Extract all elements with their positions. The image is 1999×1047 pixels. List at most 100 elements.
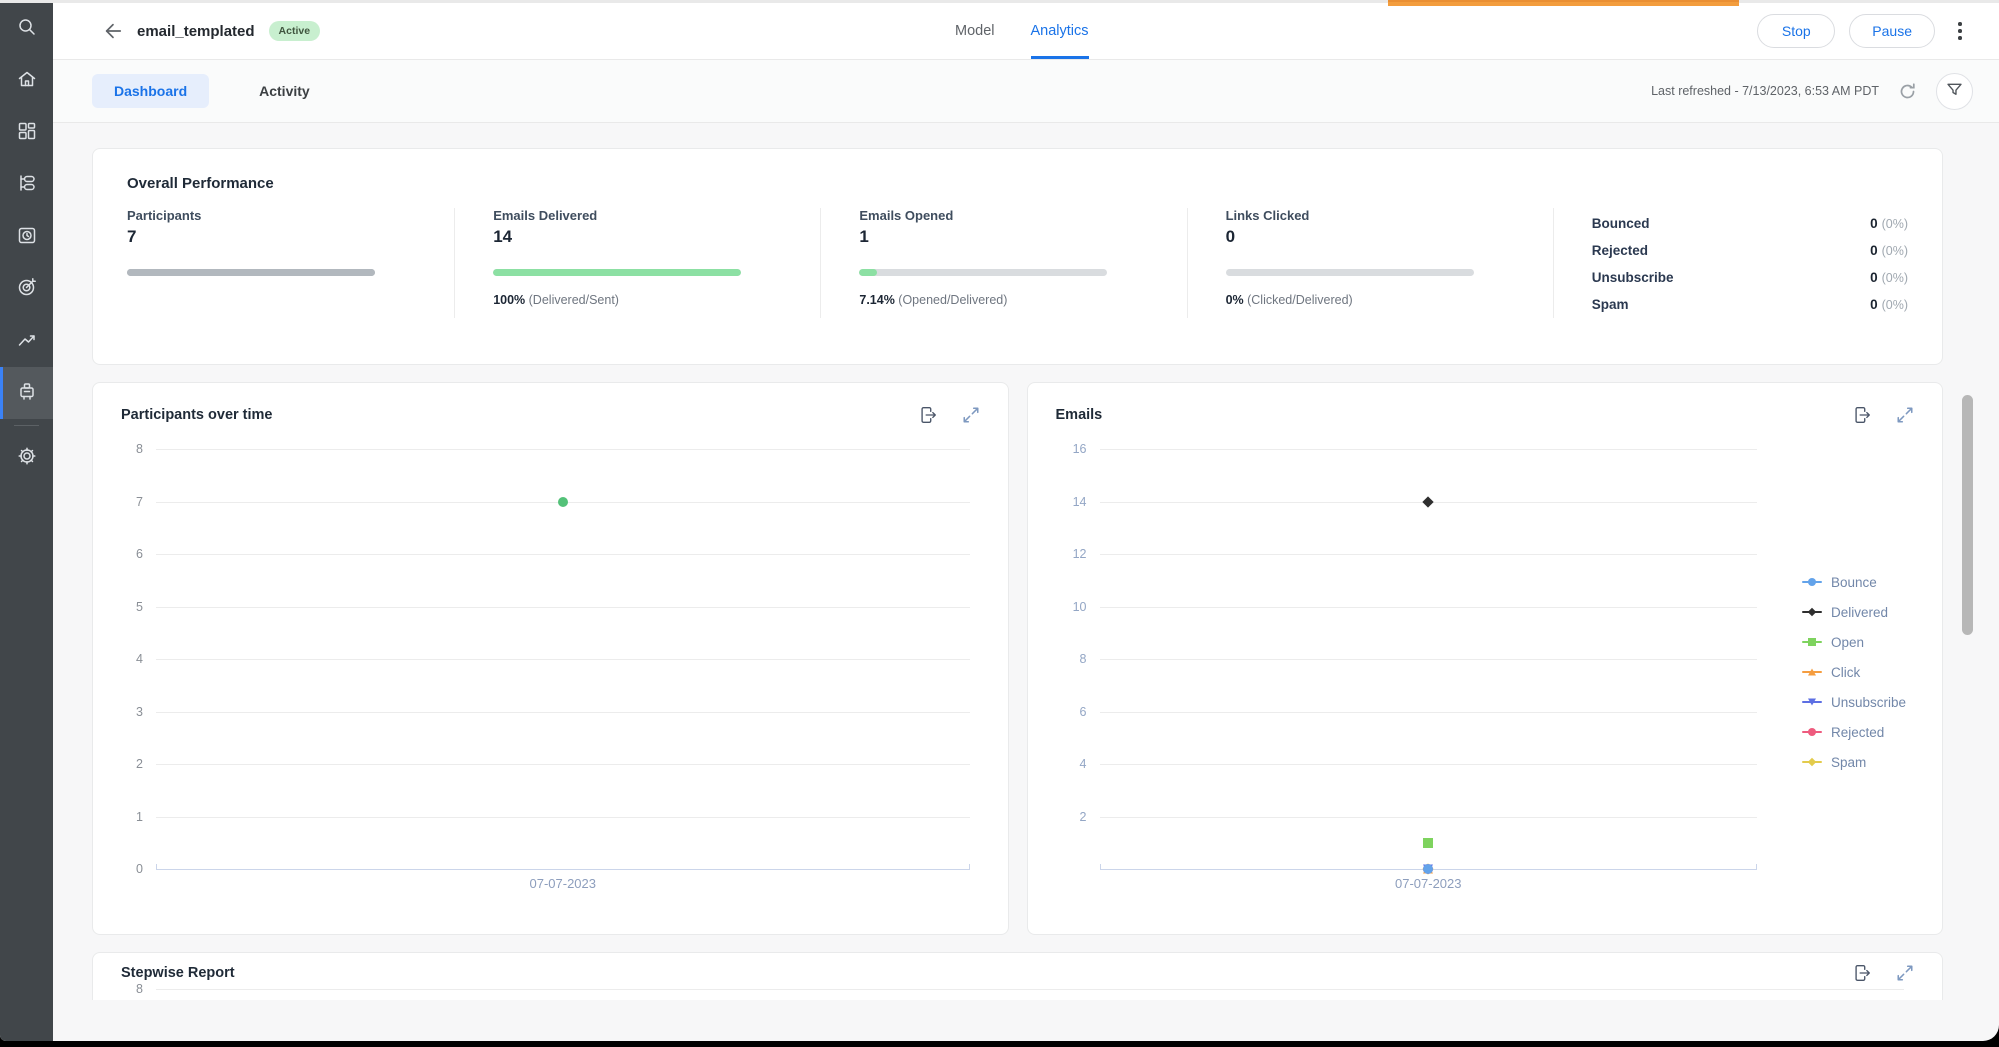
dashboard-grid-icon [16, 120, 38, 147]
y-tick-label: 2 [1079, 809, 1087, 824]
funnel-icon [1945, 80, 1964, 102]
tab-activity[interactable]: Activity [259, 83, 310, 99]
y-tick-label: 10 [1072, 599, 1087, 614]
export-icon[interactable] [1852, 963, 1872, 983]
window-top-edge [0, 0, 1999, 3]
sidebar-item-search[interactable] [0, 3, 53, 55]
dashboard-content: Overall Performance Participants 7 Email… [53, 123, 1999, 1000]
metric-label: Emails Opened [859, 208, 954, 223]
legend-item-open[interactable]: Open [1801, 627, 1906, 657]
export-icon[interactable] [1852, 405, 1872, 425]
legend-label: Rejected [1830, 724, 1885, 740]
tab-dashboard[interactable]: Dashboard [92, 74, 210, 108]
export-icon[interactable] [918, 405, 938, 425]
y-tick-label: 4 [1079, 757, 1087, 771]
expand-icon[interactable] [962, 406, 980, 424]
legend-item-delivered[interactable]: Delivered [1801, 597, 1906, 627]
trend-chart-icon [16, 328, 38, 355]
sidebar-item-schedule[interactable] [0, 211, 53, 263]
metric-caption: 0% (Clicked/Delivered) [1225, 293, 1353, 307]
y-tick-label: 8 [136, 442, 143, 456]
pause-button[interactable]: Pause [1849, 14, 1935, 48]
gridline-0 [156, 864, 970, 870]
gridline-5 [156, 606, 970, 608]
tab-analytics[interactable]: Analytics [1030, 3, 1089, 59]
gridline-6 [1099, 711, 1757, 713]
gridline-1 [156, 816, 970, 818]
refresh-icon[interactable] [1897, 81, 1918, 102]
legend-marker-rejected-icon [1801, 727, 1822, 737]
data-point-bounce [1423, 864, 1434, 874]
sidebar-item-journeys[interactable] [0, 159, 53, 211]
robot-icon [16, 380, 38, 407]
gridline-16 [1099, 449, 1757, 450]
legend-item-bounce[interactable]: Bounce [1801, 567, 1906, 597]
gridline-4 [1099, 764, 1757, 765]
sidebar-item-analytics[interactable] [0, 315, 53, 367]
model-analytics-tabs: Model Analytics [955, 3, 1089, 59]
gridline-2 [156, 764, 970, 765]
participants-plot-area: 8 7 6 5 4 3 2 1 0 07-07-2023 [136, 442, 970, 891]
legend-marker-click-icon [1801, 667, 1822, 677]
legend-item-click[interactable]: Click [1801, 657, 1906, 687]
y-tick-label: 6 [136, 547, 143, 561]
journey-flow-icon [16, 172, 38, 199]
emails-chart-card: Emails 16 14 12 10 8 6 4 2 07-07-2023 Bounce Deli… [1026, 382, 1943, 935]
sidebar-item-simulations[interactable] [0, 367, 53, 419]
chart-title: Participants over time [121, 407, 273, 423]
legend-item-spam[interactable]: Spam [1801, 747, 1906, 777]
gridline-4 [156, 659, 970, 660]
x-axis-label: 07-07-2023 [1395, 876, 1462, 891]
filter-button[interactable] [1936, 72, 1973, 110]
metric-value: 7 [127, 227, 137, 246]
kebab-menu-icon[interactable] [1949, 14, 1971, 48]
gridline-6 [156, 554, 970, 555]
data-point-open [1423, 837, 1434, 848]
y-tick-label: 3 [136, 704, 143, 719]
sidebar-item-dashboard[interactable] [0, 107, 53, 159]
gear-icon [16, 445, 38, 472]
chart-title: Stepwise Report [121, 965, 235, 981]
legend-marker-bounce-icon [1801, 577, 1822, 587]
metric-caption: 7.14% (Opened/Delivered) [859, 293, 1008, 307]
header-bar: email_templated Active Model Analytics S… [53, 3, 1999, 60]
metric-label: Emails Delivered [493, 208, 598, 223]
scrollbar-thumb[interactable] [1962, 395, 1973, 635]
progress-bar [127, 269, 375, 276]
gridline-8 [156, 989, 1904, 990]
progress-bar [859, 269, 1108, 276]
back-arrow-icon[interactable] [103, 21, 123, 41]
overall-performance-title: Overall Performance [127, 175, 274, 192]
emails-plot-area: 16 14 12 10 8 6 4 2 07-07-2023 [1073, 442, 1757, 891]
gridline-8 [156, 449, 970, 450]
participants-chart-card: Participants over time 8 7 6 5 4 3 2 1 0 07-07-20… [92, 382, 1009, 935]
metric-value: 14 [493, 227, 513, 246]
legend-item-rejected[interactable]: Rejected [1801, 717, 1906, 747]
data-point-participants [557, 496, 568, 507]
legend-marker-open-icon [1801, 637, 1822, 647]
legend-marker-unsubscribe-icon [1801, 697, 1822, 707]
status-badge: Active [268, 21, 321, 41]
x-axis-label: 07-07-2023 [529, 876, 597, 891]
metric-caption: 100% (Delivered/Sent) [493, 293, 619, 307]
tab-model[interactable]: Model [955, 23, 995, 39]
legend-label: Click [1830, 664, 1861, 680]
sidebar-item-home[interactable] [0, 55, 53, 107]
gridline-3 [156, 711, 970, 713]
y-tick-label: 16 [1072, 442, 1087, 456]
expand-icon[interactable] [1896, 406, 1914, 424]
legend-item-unsubscribe[interactable]: Unsubscribe [1801, 687, 1906, 717]
y-tick-label: 1 [136, 809, 143, 824]
gridline-8 [1099, 659, 1757, 660]
sidebar-item-settings[interactable] [0, 432, 53, 484]
metric-label: Participants [127, 208, 202, 223]
expand-icon[interactable] [1896, 964, 1914, 982]
gridline-10 [1099, 606, 1757, 608]
y-tick-label: 12 [1072, 547, 1087, 561]
chart-title: Emails [1055, 407, 1103, 423]
sidebar-item-goals[interactable] [0, 263, 53, 315]
metric-emails-delivered: Emails Delivered 14 100% (Delivered/Sent… [454, 208, 820, 318]
stop-button[interactable]: Stop [1757, 14, 1836, 48]
y-tick-label: 4 [136, 652, 143, 666]
metric-links-clicked: Links Clicked 0 0% (Clicked/Delivered) [1186, 208, 1553, 318]
